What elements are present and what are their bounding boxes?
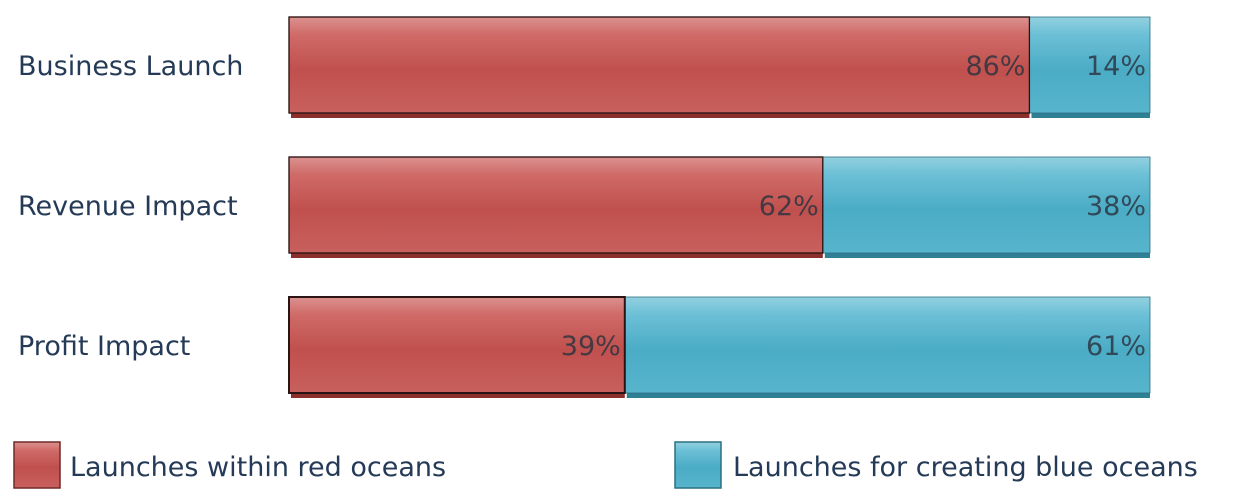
bar-segment-revenue-impact-red-shadow <box>291 253 823 258</box>
bar-segment-business-launch-red <box>288 16 1031 114</box>
bar-segment-revenue-impact-blue <box>822 156 1151 254</box>
bar-segment-revenue-impact-blue-shadow <box>824 253 1150 258</box>
legend-item-blue: Launches for creating blue oceans <box>674 441 1198 489</box>
bar-group-business-launch: Business Launch 86% 14% <box>18 16 1151 118</box>
bar-outline-profit-impact <box>288 296 626 394</box>
bar-segment-revenue-impact-red <box>288 156 824 254</box>
legend-label-red: Launches within red oceans <box>70 452 446 483</box>
value-label-business-launch-red: 86% <box>965 51 1025 82</box>
value-label-business-launch-blue: 14% <box>1086 51 1146 82</box>
legend-item-red: Launches within red oceans <box>13 441 446 489</box>
bar-segment-profit-impact-blue <box>624 296 1151 394</box>
value-label-profit-impact-blue: 61% <box>1086 331 1146 362</box>
bar-segment-business-launch-blue <box>1029 16 1151 114</box>
bar-segment-profit-impact-red-shadow <box>291 393 625 398</box>
bar-outline-business-launch <box>288 16 1031 114</box>
legend-swatch-red <box>13 441 61 489</box>
plot-area: Business Launch 86% 14% Revenue Impact 62% 38… <box>18 16 1151 398</box>
bar-group-profit-impact: Profit Impact 39% 61% <box>18 296 1151 398</box>
legend-label-blue: Launches for creating blue oceans <box>733 452 1198 483</box>
bar-segment-business-launch-red-shadow <box>291 113 1030 118</box>
bar-segment-profit-impact-red <box>288 296 626 394</box>
legend: Launches within red oceans Launches for c… <box>13 441 1198 489</box>
category-label-revenue-impact: Revenue Impact <box>18 191 238 222</box>
value-label-revenue-impact-red: 62% <box>759 191 819 222</box>
category-label-business-launch: Business Launch <box>18 51 243 82</box>
bar-segment-business-launch-blue-shadow <box>1031 113 1150 118</box>
value-label-profit-impact-red: 39% <box>561 331 621 362</box>
value-label-revenue-impact-blue: 38% <box>1086 191 1146 222</box>
bar-group-revenue-impact: Revenue Impact 62% 38% <box>18 156 1151 258</box>
legend-swatch-blue <box>674 441 722 489</box>
bar-segment-profit-impact-blue-shadow <box>626 393 1150 398</box>
bar-outline-revenue-impact <box>288 156 824 254</box>
category-label-profit-impact: Profit Impact <box>18 331 190 362</box>
